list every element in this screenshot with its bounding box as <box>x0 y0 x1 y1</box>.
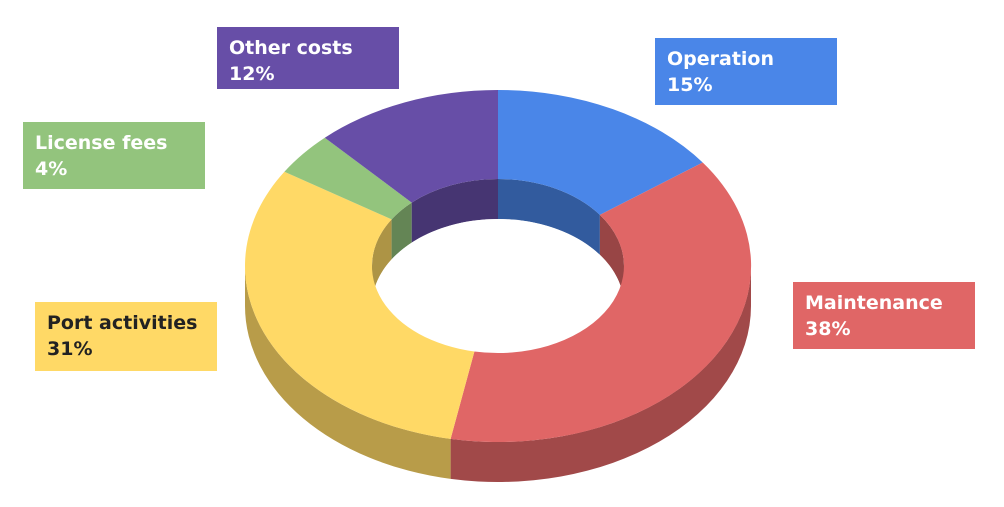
slice-label-other-costs: Other costs <box>229 37 353 59</box>
slice-label-port-activities: Port activities <box>47 312 198 334</box>
inner-wall-maintenance <box>599 214 624 306</box>
callout-other-costs: Other costs 12% <box>217 27 399 89</box>
slice-value-port-activities: 31% <box>47 338 93 360</box>
callout-operation: Operation 15% <box>655 38 837 105</box>
slice-maintenance <box>450 162 752 443</box>
slice-value-other-costs: 12% <box>229 63 275 85</box>
inner-wall-port-activities <box>372 219 392 306</box>
slice-label-operation: Operation <box>667 48 775 70</box>
callout-license-fees: License fees 4% <box>23 122 205 189</box>
slice-label-maintenance: Maintenance <box>805 292 943 314</box>
slice-port-activities <box>245 171 475 439</box>
slice-label-license-fees: License fees <box>35 132 168 154</box>
inner-wall-other-costs <box>411 179 498 243</box>
callout-maintenance: Maintenance 38% <box>793 282 975 349</box>
slice-operation <box>498 89 703 215</box>
slice-value-license-fees: 4% <box>35 158 68 180</box>
side-wall-port-activities <box>245 266 451 479</box>
inner-wall-license-fees <box>391 202 412 260</box>
inner-wall-operation <box>498 179 600 255</box>
slice-license-fees <box>284 137 412 220</box>
slice-value-maintenance: 38% <box>805 318 851 340</box>
slice-other-costs <box>324 89 498 203</box>
callout-port-activities: Port activities 31% <box>35 302 217 371</box>
slice-value-operation: 15% <box>667 74 713 96</box>
side-wall-maintenance <box>450 266 751 483</box>
